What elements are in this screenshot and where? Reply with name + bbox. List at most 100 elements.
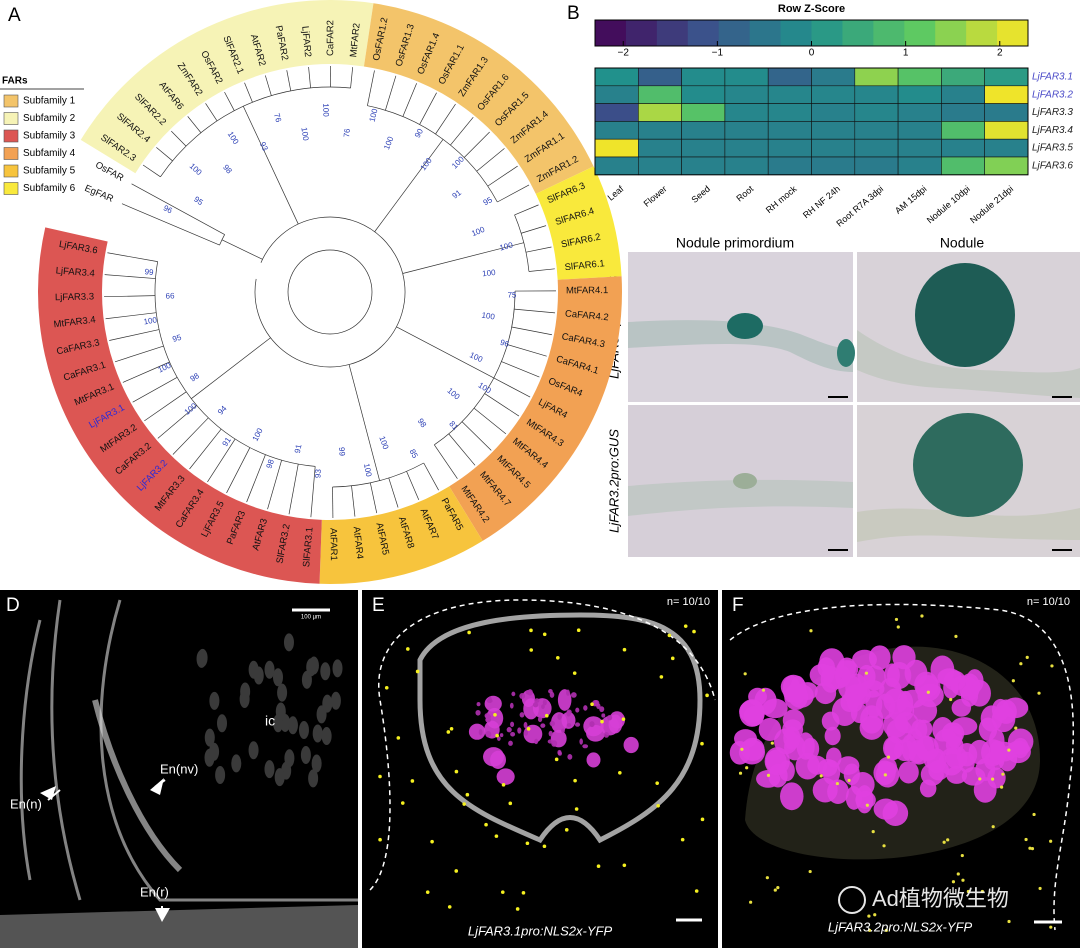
heatmap-frame [594, 67, 1029, 176]
yfp-dot [484, 822, 488, 827]
heatmap-cell [811, 138, 856, 158]
legend-title: FARs [2, 76, 28, 87]
nucleus [570, 692, 577, 698]
nucleus [523, 721, 528, 729]
heatmap-cell [811, 121, 856, 140]
bootstrap-value: 100 [321, 103, 330, 117]
leaf-label: SlFAR3.1 [301, 527, 315, 568]
branch [435, 103, 456, 135]
yfp-dot [773, 888, 777, 892]
branch [396, 326, 494, 379]
nucleus [956, 742, 978, 767]
heatmap-cell [941, 103, 986, 122]
branch [367, 70, 375, 106]
yfp-dot [1014, 726, 1018, 730]
branch [224, 91, 235, 111]
panel-label: A [8, 5, 21, 26]
column-label: Flower [642, 184, 669, 209]
nucleus [542, 699, 547, 706]
nucleus [534, 738, 539, 745]
yfp-dot [576, 628, 581, 633]
yfp-dot [1038, 886, 1042, 891]
yfp-dot [378, 774, 382, 779]
bootstrap-value: 98 [416, 417, 429, 430]
legend-label: Subfamily 2 [23, 113, 76, 124]
heatmap-cell [941, 85, 986, 104]
yfp-dot [384, 685, 389, 690]
cell [209, 691, 220, 710]
yfp-dot [449, 727, 454, 731]
yfp-dot [378, 837, 382, 842]
branch [114, 345, 164, 363]
nucleus [607, 714, 613, 721]
heatmap-cell [897, 67, 942, 87]
nucleus [566, 709, 572, 715]
cell [321, 727, 332, 746]
branch [476, 148, 505, 172]
bootstrap-value: 100 [382, 135, 395, 151]
branch [172, 417, 209, 455]
yfp-dot [1032, 812, 1036, 817]
caption: LjFAR3.1pro:NLS2x-YFP [468, 923, 613, 938]
bootstrap-value: 85 [408, 448, 420, 461]
nucleus [534, 698, 540, 703]
column-label: RH mock [764, 183, 799, 215]
yfp-dot [951, 880, 956, 884]
nucleus [566, 689, 570, 696]
nucleus [509, 702, 514, 709]
nucleus [729, 740, 751, 765]
nucleus [847, 693, 863, 712]
bootstrap-value: 100 [482, 268, 497, 279]
branch [226, 447, 251, 494]
cell [217, 714, 228, 733]
branch [219, 234, 225, 246]
nucleus [499, 733, 504, 738]
heatmap-cell [681, 103, 726, 122]
bootstrap-value: 100 [377, 435, 390, 451]
yfp-dot [465, 792, 470, 797]
heatmap-cell [984, 67, 1029, 87]
micrograph [362, 590, 718, 948]
cell [277, 683, 288, 702]
colorbar-step [873, 20, 905, 46]
yfp-dot [573, 778, 577, 783]
yfp-dot [425, 890, 430, 894]
yfp-dot [946, 838, 950, 842]
nucleus [943, 677, 959, 699]
bootstrap-value: 100 [368, 107, 380, 123]
yfp-dot [501, 783, 506, 787]
bootstrap-value: 100 [481, 311, 496, 322]
bootstrap-value: 96 [162, 203, 174, 215]
branch [288, 464, 299, 515]
branch [131, 183, 225, 235]
yfp-dot [761, 688, 766, 692]
nucleus [623, 736, 639, 754]
nucleus [583, 705, 588, 711]
heatmap-cell [941, 156, 986, 176]
yfp-dot [692, 629, 696, 634]
yfp-dot [864, 671, 869, 675]
cell [320, 662, 331, 681]
heatmap-cell [811, 85, 856, 104]
bootstrap-value: 99 [144, 267, 154, 277]
yfp-dot [596, 864, 601, 868]
yfp-dot [1050, 664, 1054, 668]
row-label: LjFAR3.5 [1032, 143, 1073, 154]
heatmap-cell [941, 67, 986, 87]
bootstrap-value: 100 [445, 386, 461, 402]
yfp-dot [1030, 847, 1035, 851]
heatmap-cell [594, 121, 639, 140]
leaf-label: CaFAR4.2 [564, 308, 609, 323]
nucleus [859, 679, 885, 698]
nucleus [537, 716, 543, 723]
heatmap-cell [811, 156, 856, 176]
yfp-dot [1037, 691, 1041, 695]
nucleus [824, 726, 841, 746]
yfp-dot [656, 803, 660, 808]
column-label: Seed [690, 184, 713, 205]
heatmap-cell [724, 67, 769, 87]
arrowhead [40, 778, 170, 922]
yfp-dot [954, 634, 958, 638]
nucleus [496, 768, 515, 785]
branch [434, 291, 516, 446]
